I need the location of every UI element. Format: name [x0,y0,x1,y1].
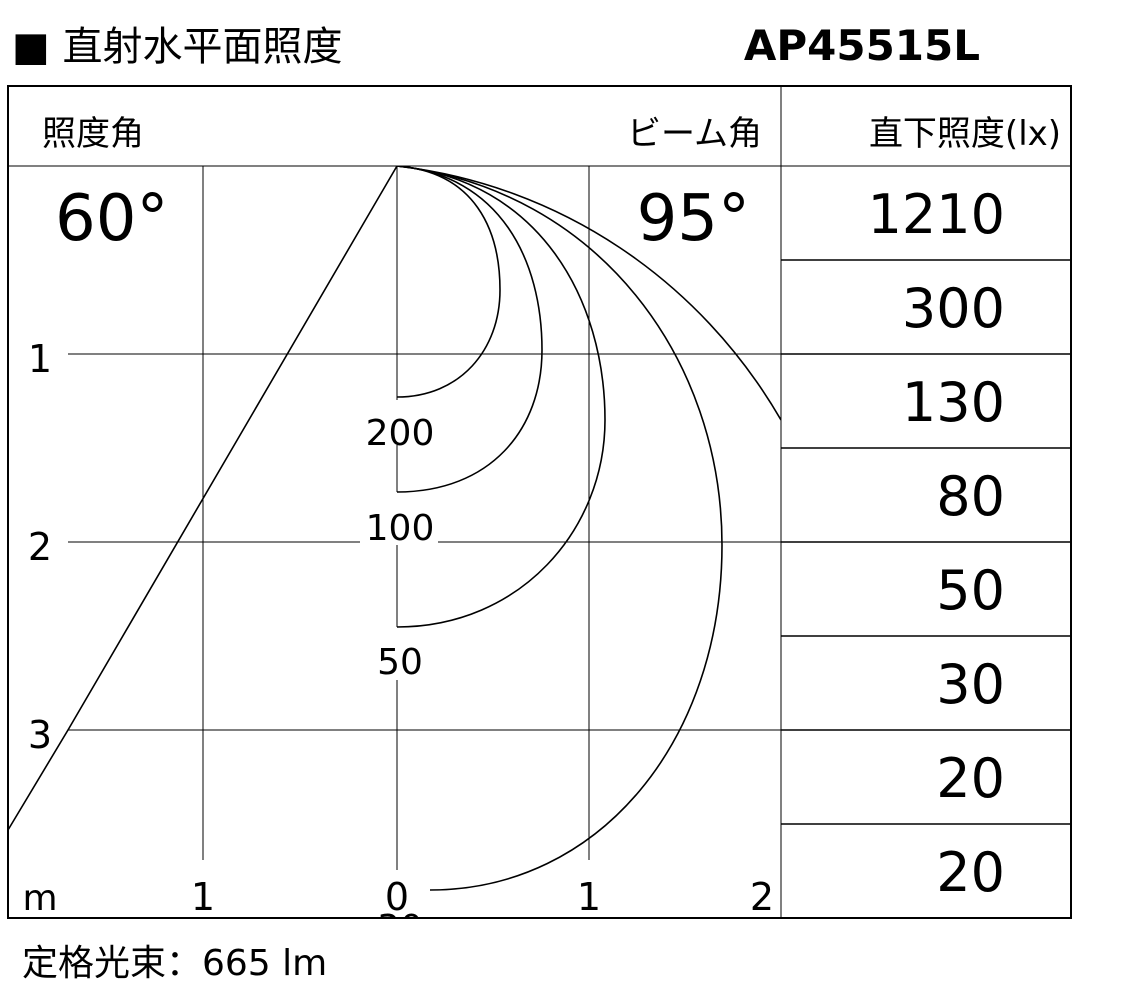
contour-label: 100 [366,508,435,549]
frame [7,85,1072,919]
contour [396,166,723,891]
model: AP45515L [744,21,980,70]
contour-label: 50 [377,642,423,683]
table-value: 20 [936,747,1005,810]
table-value: 20 [936,841,1005,904]
right-angle: 95° [637,182,750,256]
contour-label: 30 [377,908,423,949]
table-value: 300 [902,277,1005,340]
contour [396,166,543,493]
diagram: 200 100 50 30 [8,166,781,949]
table: 1210 300 130 80 50 30 20 20 [781,183,1071,904]
contour-label: 200 [366,413,435,454]
footer: 定格光束：665 lm [22,943,327,984]
x-label: m [22,878,57,919]
contour [396,166,501,398]
contour [396,166,781,421]
y-label: 3 [28,713,52,757]
left-angle: 60° [55,182,168,256]
table-value: 80 [936,465,1005,528]
left-label: 照度角 [42,114,144,154]
table-header: 直下照度(lx) [869,114,1061,154]
contour [396,166,606,628]
table-value: 1210 [868,183,1005,246]
title: ■ 直射水平面照度 [12,24,343,70]
x-label: 0 [385,875,409,919]
table-value: 50 [936,559,1005,622]
x-label: 1 [191,875,215,919]
y-label: 2 [28,525,52,569]
table-value: 30 [936,653,1005,716]
y-label: 1 [28,337,52,381]
right-label: ビーム角 [627,114,762,154]
table-value: 130 [902,371,1005,434]
x-label: 1 [577,875,601,919]
x-label: 2 [750,875,774,919]
beam-line [8,166,398,831]
